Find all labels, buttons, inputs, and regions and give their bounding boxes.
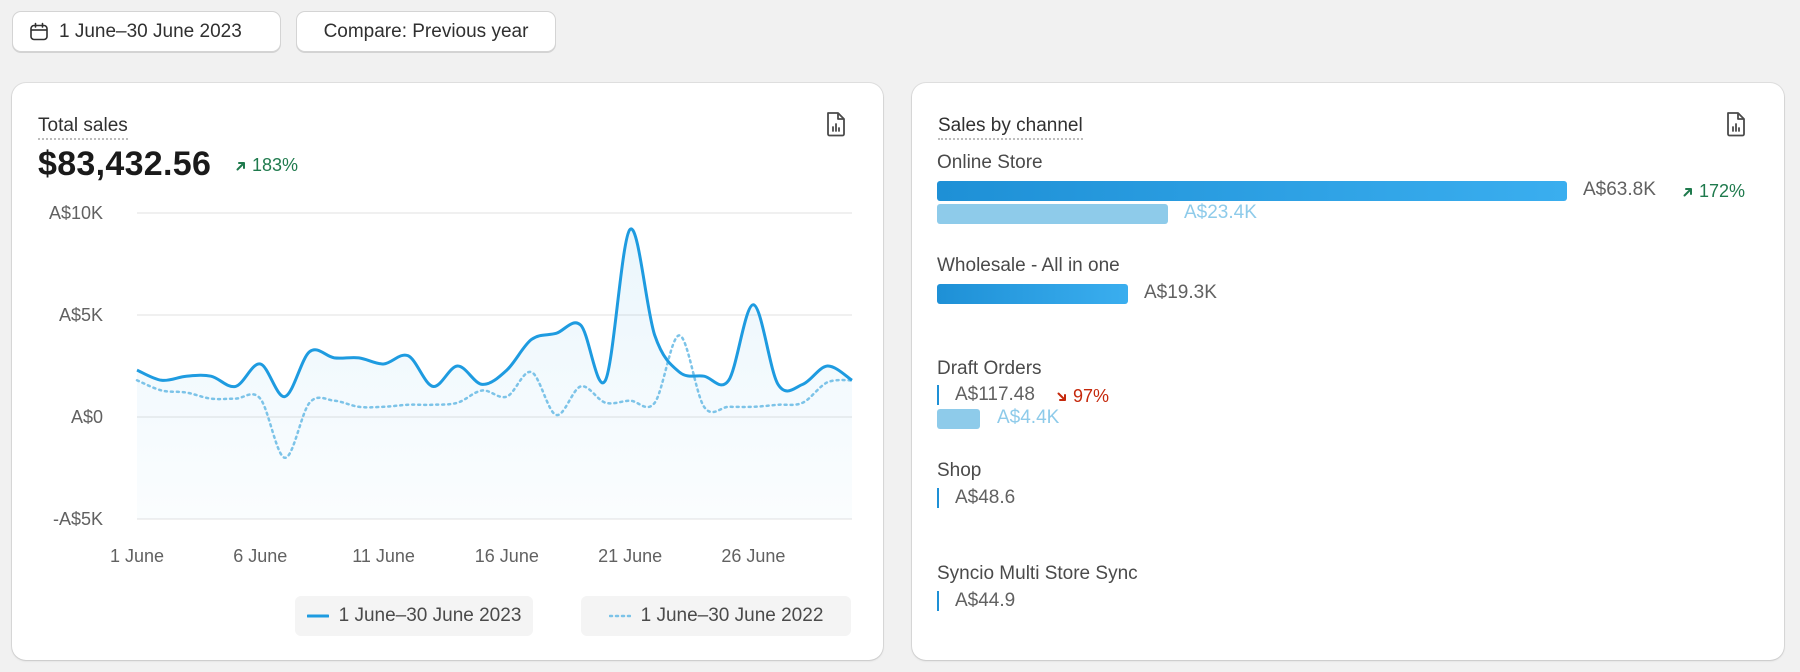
bar-draft-orders-previous[interactable] <box>937 409 981 429</box>
change-draft-orders-value: 97% <box>1073 386 1110 406</box>
current-series-area <box>137 228 852 519</box>
y-tick-label: A$0 <box>71 407 103 427</box>
total-sales-chart: A$10K A$5K A$0 -A$5K 1 June 6 June 11 June 16 J… <box>49 203 854 566</box>
x-tick-label: 6 June <box>233 546 287 566</box>
sales-by-channel-card: Sales by channel Online Store A$63.8K 17… <box>912 83 1784 660</box>
arrow-down-right-icon <box>1057 392 1066 401</box>
x-tick-label: 26 June <box>721 546 785 566</box>
value-wholesale-current: A$19.3K <box>1144 282 1217 303</box>
channel-name-syncio: Syncio Multi Store Sync <box>937 563 1138 584</box>
value-shop-current: A$48.6 <box>955 487 1016 508</box>
sales-by-channel-title[interactable]: Sales by channel <box>938 115 1083 140</box>
report-icon[interactable] <box>1724 111 1748 137</box>
x-tick-label: 21 June <box>598 546 662 566</box>
value-online-store-previous: A$23.4K <box>1184 202 1257 223</box>
channel-name-online-store: Online Store <box>937 152 1043 173</box>
compare-button[interactable]: Compare: Previous year <box>296 11 556 52</box>
channel-name-wholesale: Wholesale - All in one <box>937 255 1120 276</box>
channel-name-shop: Shop <box>937 460 982 481</box>
bar-online-store-current[interactable] <box>937 181 1567 201</box>
bar-wholesale-current[interactable] <box>937 284 1128 304</box>
total-sales-value: $83,432.56 <box>38 145 212 183</box>
x-tick-label: 1 June <box>110 546 164 566</box>
legend-previous-label: 1 June–30 June 2022 <box>640 605 824 626</box>
bar-shop-current[interactable] <box>937 488 939 508</box>
date-range-label: 1 June–30 June 2023 <box>59 20 242 42</box>
total-sales-title[interactable]: Total sales <box>38 115 128 140</box>
legend-current-period[interactable]: 1 June–30 June 2023 <box>295 596 533 636</box>
y-tick-label: A$10K <box>49 203 103 223</box>
date-range-button[interactable]: 1 June–30 June 2023 <box>12 11 281 52</box>
change-online-store: 172% <box>1682 181 1745 202</box>
bar-syncio-current[interactable] <box>937 591 939 611</box>
change-online-store-value: 172% <box>1699 181 1746 201</box>
change-draft-orders: 97% <box>1056 386 1109 407</box>
total-sales-change-value: 183% <box>252 155 299 175</box>
value-syncio-current: A$44.9 <box>955 590 1016 611</box>
calendar-icon <box>30 22 48 40</box>
current-series-line[interactable] <box>136 227 853 399</box>
report-icon[interactable] <box>824 111 848 137</box>
channel-name-draft-orders: Draft Orders <box>937 358 1042 379</box>
bar-draft-orders-current[interactable] <box>937 385 939 405</box>
value-online-store-current: A$63.8K <box>1583 179 1656 200</box>
previous-series-line[interactable] <box>135 334 854 460</box>
total-sales-change: 183% <box>235 155 298 176</box>
value-draft-orders-current: A$117.48 <box>955 384 1035 405</box>
bar-online-store-previous[interactable] <box>937 204 1169 224</box>
arrow-up-right-icon <box>1683 187 1692 196</box>
solid-line-icon <box>306 614 329 618</box>
legend-current-label: 1 June–30 June 2023 <box>338 605 522 626</box>
dotted-line-icon <box>608 614 631 618</box>
total-sales-card: A$10K A$5K A$0 -A$5K 1 June 6 June 11 June 16 J… <box>12 83 883 660</box>
value-draft-orders-previous: A$4.4K <box>997 407 1060 428</box>
x-tick-label: 16 June <box>475 546 539 566</box>
compare-label: Compare: Previous year <box>323 20 529 42</box>
x-tick-label: 11 June <box>352 546 415 566</box>
y-tick-label: -A$5K <box>53 509 103 529</box>
arrow-up-right-icon <box>236 161 245 170</box>
legend-previous-period[interactable]: 1 June–30 June 2022 <box>581 596 851 636</box>
y-tick-label: A$5K <box>59 305 103 325</box>
